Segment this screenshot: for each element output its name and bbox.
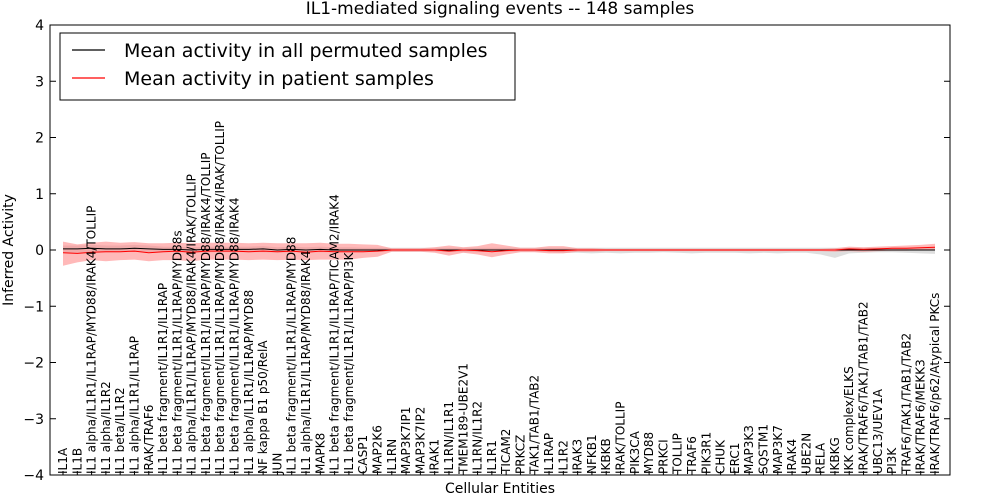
- x-tick-label: IL1 beta fragment/IL1R1/IL1RAP/MYD88/IRA…: [228, 197, 242, 474]
- x-axis: IL1A IL1B IL1 alpha/IL1R1/IL1RAP/MYD88/IRA…: [56, 121, 942, 475]
- x-tick-label: PIK3CA: [628, 430, 642, 474]
- x-tick-label: IRAK4: [785, 439, 799, 474]
- x-tick-label: IKBKG: [828, 437, 842, 474]
- y-tick-label: 0: [35, 243, 44, 259]
- y-tick-label: −1: [23, 299, 44, 315]
- line-patient: [62, 246, 936, 254]
- legend-box: [59, 32, 516, 101]
- x-tick-label: MYD88: [642, 432, 656, 474]
- x-tick-label: TAK1/TAB1/TAB2: [528, 375, 542, 475]
- y-tick-label: 1: [35, 187, 44, 203]
- x-tick-label: IL1 alpha/IL1R1/IL1RAP/MYD88/IRAK4/TOLLI…: [85, 206, 99, 474]
- legend-label-permuted: Mean activity in all permuted samples: [124, 40, 487, 62]
- y-tick-label: 4: [35, 18, 44, 34]
- x-tick-label: IRAK/TRAF6/MEKK3: [914, 359, 928, 474]
- x-tick-label: NF kappa B1 p50/RelA: [256, 340, 270, 474]
- x-tick-label: CASP1: [356, 435, 370, 474]
- x-tick-label: IL1 alpha/IL1R1/IL1RAP/MYD88: [242, 290, 256, 474]
- x-tick-label: IL1 beta/IL1R2: [113, 387, 127, 474]
- chart-title: IL1-mediated signaling events -- 148 sam…: [306, 0, 695, 19]
- x-tick-label: MAPK8: [313, 433, 327, 474]
- legend: Mean activity in all permuted samples Me…: [59, 32, 516, 101]
- x-tick-label: IL1A: [56, 447, 70, 474]
- y-tick-label: 3: [35, 74, 44, 90]
- x-tick-label: IKBKB: [599, 438, 613, 474]
- x-tick-label: CHUK: [714, 439, 728, 474]
- x-tick-label: MAP3K7: [771, 425, 785, 474]
- x-tick-label: IL1RN: [385, 439, 399, 474]
- x-tick-label: IL1 beta fragment/IL1R1/IL1RAP/TICAM2/IR…: [328, 194, 342, 474]
- x-tick-label: IL1RAP: [542, 433, 556, 474]
- x-tick-label: IL1 alpha/IL1R1/IL1RAP: [128, 336, 142, 474]
- x-tick-label: IL1 alpha/IL1R2: [99, 381, 113, 474]
- x-tick-label: IRAK/TOLLIP: [614, 402, 628, 474]
- x-tick-label: NFKB1: [585, 434, 599, 474]
- x-tick-label: PIK3R1: [699, 432, 713, 474]
- x-tick-label: IRAK1: [428, 439, 442, 474]
- x-tick-label: RELA: [814, 442, 828, 474]
- x-tick-label: IRAK/TRAF6: [142, 405, 156, 474]
- x-tick-label: TMEM189-UBE2V1: [456, 363, 470, 475]
- x-tick-label: IL1 alpha/IL1R1/IL1RAP/MYD88/IRAK4/IRAK/…: [185, 174, 199, 474]
- x-tick-label: IL1 beta fragment/IL1R1/IL1RAP: [156, 283, 170, 474]
- x-tick-label: IL1R2: [556, 440, 570, 474]
- y-axis-label: Inferred Activity: [1, 194, 17, 306]
- plot-frame: [49, 24, 951, 476]
- x-tick-label: IL1RN/IL1R1: [442, 401, 456, 474]
- x-tick-label: MAP3K7IP2: [413, 407, 427, 474]
- x-tick-label: MAP3K3: [742, 425, 756, 474]
- series-lines: [62, 246, 936, 254]
- x-tick-label: IL1 beta fragment/IL1R1/IL1RAP/MYD88s: [170, 230, 184, 474]
- x-tick-label: SQSTM1: [757, 424, 771, 474]
- x-tick-label: IL1B: [70, 448, 84, 474]
- x-tick-label: ERC1: [728, 443, 742, 474]
- x-tick-label: MAP3K7IP1: [399, 407, 413, 474]
- x-tick-label: IKK complex/ELKS: [842, 366, 856, 474]
- x-tick-label: MAP2K6: [371, 425, 385, 474]
- y-axis: 4 3 2 1 0 −1 −2 −3 −4: [23, 18, 950, 484]
- x-tick-label: IL1RN/IL1R2: [471, 401, 485, 474]
- band-patient: [63, 241, 935, 266]
- x-tick-label: TICAM2: [499, 429, 513, 475]
- x-tick-label: JUN: [270, 453, 284, 475]
- x-tick-label: UBE2N: [799, 433, 813, 474]
- x-tick-label: PRKCZ: [513, 435, 527, 474]
- x-axis-label: Cellular Entities: [445, 481, 555, 497]
- x-tick-label: IL1 beta fragment/IL1R1/IL1RAP/MYD88/IRA…: [199, 153, 213, 474]
- y-tick-label: 2: [35, 131, 44, 147]
- x-tick-label: IL1 beta fragment/IL1R1/IL1RAP/MYD88/IRA…: [213, 121, 227, 474]
- x-tick-label: UBC13/UEV1A: [871, 388, 885, 474]
- y-tick-label: −4: [23, 468, 44, 484]
- y-tick-label: −3: [23, 412, 44, 428]
- x-tick-label: IRAK/TRAF6/TAK1/TAB1/TAB2: [857, 301, 871, 474]
- legend-label-patient: Mean activity in patient samples: [124, 68, 434, 90]
- x-tick-label: PI3K: [885, 447, 899, 474]
- x-tick-label: PRKCI: [656, 439, 670, 474]
- x-tick-label: IRAK3: [571, 439, 585, 474]
- x-tick-label: TRAF6: [685, 436, 699, 475]
- x-tick-label: TOLLIP: [671, 433, 685, 475]
- y-tick-label: −2: [23, 356, 44, 372]
- x-tick-label: IL1R1: [485, 440, 499, 474]
- x-tick-label: IRAK/TRAF6/p62/Atypical PKCs: [928, 293, 942, 474]
- x-tick-label: IL1 alpha/IL1R1/IL1RAP/MYD88/IRAK4: [299, 251, 313, 474]
- x-tick-label: IL1 beta fragment/IL1R1/IL1RAP/PI3K: [342, 251, 356, 474]
- x-tick-label: IL1 beta fragment/IL1R1/IL1RAP/MYD88: [285, 237, 299, 474]
- x-tick-label: TRAF6/TAK1/TAB1/TAB2: [899, 333, 913, 475]
